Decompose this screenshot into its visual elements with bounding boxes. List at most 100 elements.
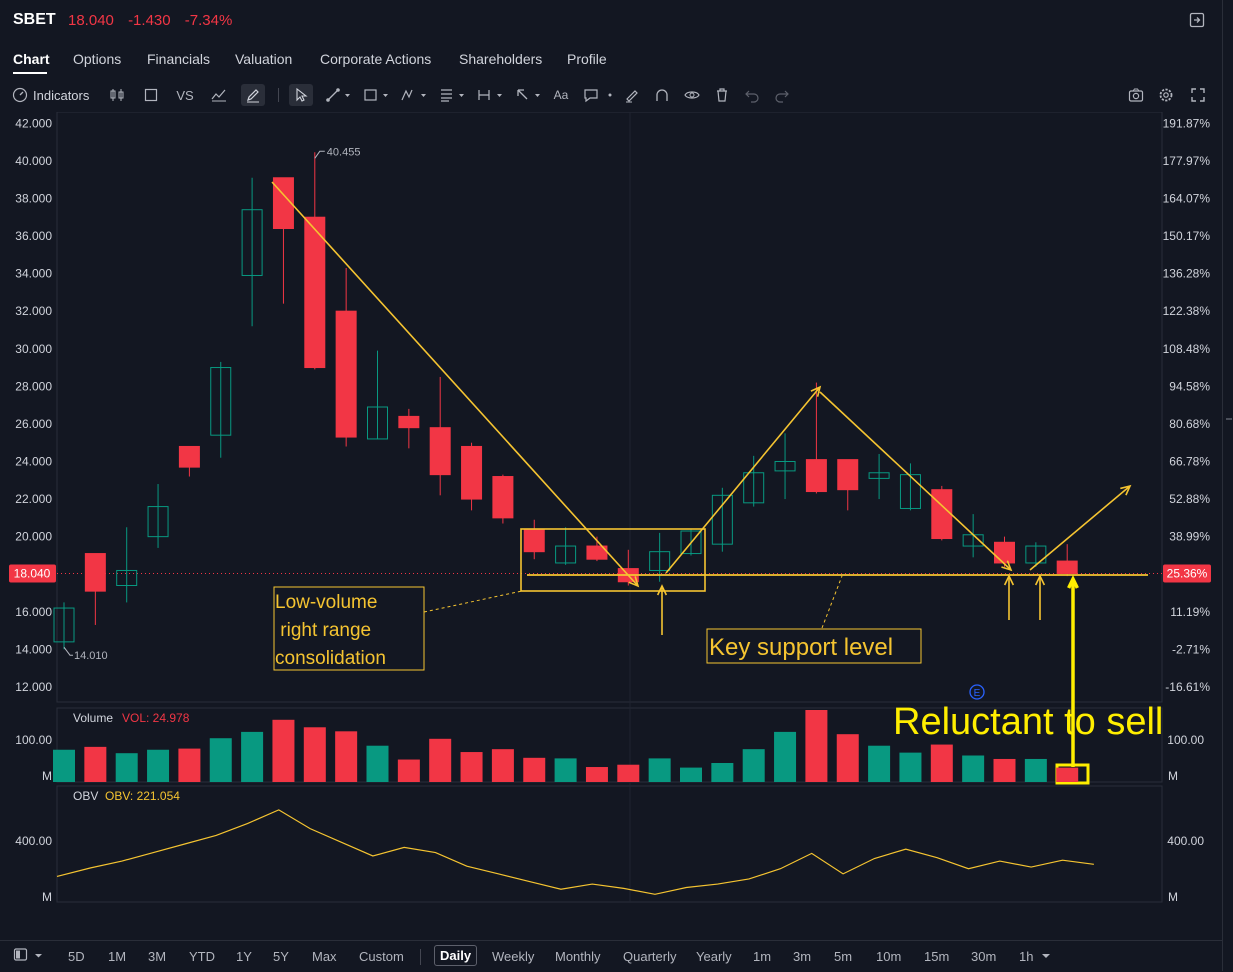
candle-up [367,406,388,440]
interval-daily[interactable]: Daily [434,945,478,966]
fib-icon[interactable] [438,84,466,106]
candle-up [899,474,921,509]
tab-profile[interactable]: Profile [567,51,607,67]
range-1m[interactable]: 1M [108,949,127,964]
text-tool-button[interactable]: Aa [553,88,569,102]
exit-fullscreen-icon[interactable] [1189,12,1205,28]
undo-icon[interactable] [742,84,762,106]
brush-icon[interactable] [622,84,642,106]
magnet-icon[interactable] [652,84,672,106]
volume-bar [930,744,953,782]
candle-type-icon[interactable] [108,84,126,106]
layout-toggle-icon[interactable] [13,947,43,966]
candle-up [116,569,138,587]
volume-bar [460,752,483,782]
support-test-arrow-2-head [1003,574,1015,586]
interval-15m[interactable]: 15m [924,949,950,964]
chart-area-icon[interactable] [208,84,230,106]
projection-arrow-head [1120,484,1132,496]
interval-1h[interactable]: 1h [1019,949,1034,964]
y-tick-right-11: 38.99% [1169,530,1210,544]
range-ytd[interactable]: YTD [189,949,215,964]
active-tab-indicator [13,72,47,74]
candle-up [555,545,577,564]
eye-icon[interactable] [682,84,702,106]
high-marker: 40.455 [327,146,361,158]
stock-chart[interactable]: 40.455 14.010 E Low-volume right range conso… [0,112,1220,908]
tab-options[interactable]: Options [73,51,122,67]
interval-30m[interactable]: 30m [971,949,997,964]
volume-bar [1056,767,1079,782]
compare-button[interactable]: VS [176,87,194,103]
volume-bar [774,731,797,782]
volume-bar [115,753,138,782]
scrollbar-thumb[interactable] [1226,418,1232,420]
vol-tick-left-100: 100.00 [15,733,52,747]
axis-labels: 42.000 40.000 38.000 36.000 34.000 32.000 30.0… [9,116,1211,904]
reluctant-sell-label: Reluctant to sell [893,701,1163,743]
y-tick-right-13: 11.19% [1170,605,1210,619]
indicators-button[interactable]: Indicators [12,84,92,106]
tab-corporate-actions[interactable]: Corporate Actions [320,51,432,67]
interval-yearly[interactable]: Yearly [696,949,732,964]
candle-down [461,445,483,500]
candle-down [931,489,953,540]
draw-pencil-icon[interactable] [241,84,265,106]
fullscreen-icon[interactable] [1188,84,1208,106]
range-5y[interactable]: 5Y [273,949,289,964]
speedometer-icon [12,87,28,103]
interval-dropdown-icon[interactable] [1041,948,1051,963]
trash-icon[interactable] [712,84,732,106]
rectangle-icon[interactable] [142,84,160,106]
trendline-icon[interactable] [324,84,352,106]
settings-gear-icon[interactable] [1156,84,1176,106]
arrow-tool-icon[interactable] [514,84,542,106]
interval-3m[interactable]: 3m [793,949,812,964]
measure-icon[interactable] [476,84,504,106]
volume-bar [836,734,859,782]
volume-bar [209,738,232,782]
page-scrollbar[interactable] [1222,0,1233,971]
candle-up [1025,545,1047,564]
dot-icon[interactable] [606,84,614,106]
volume-value: VOL: 24.978 [122,711,190,725]
volume-bar [303,727,326,782]
tab-shareholders[interactable]: Shareholders [459,51,543,67]
vol-tick-right-100: 100.00 [1167,733,1204,747]
redo-icon[interactable] [772,84,792,106]
volume-bar [742,749,765,782]
downtrend-arrow-head [628,576,640,588]
tab-financials[interactable]: Financials [147,51,211,67]
candle-up [774,460,796,472]
volume-bar [993,758,1016,782]
candle-up [711,494,733,545]
candles [53,152,1078,650]
interval-weekly[interactable]: Weekly [492,949,535,964]
comment-icon[interactable] [581,84,601,106]
volume-bar [680,767,702,782]
range-max[interactable]: Max [312,949,337,964]
candle-up [147,506,169,538]
range-5d[interactable]: 5D [68,949,85,964]
interval-quarterly[interactable]: Quarterly [623,949,677,964]
tab-valuation[interactable]: Valuation [235,51,293,67]
interval-10m[interactable]: 10m [876,949,902,964]
cursor-icon[interactable] [289,84,313,106]
range-divider [420,949,421,965]
interval-monthly[interactable]: Monthly [555,949,601,964]
candle-up [241,209,263,276]
obv-value: OBV: 221.054 [105,789,180,803]
range-custom[interactable]: Custom [359,949,404,964]
y-tick-right-7: 94.58% [1169,379,1210,393]
range-3m[interactable]: 3M [148,949,167,964]
range-1y[interactable]: 1Y [236,949,252,964]
shape-icon[interactable] [362,84,390,106]
volume-bar [617,764,640,782]
interval-1m[interactable]: 1m [753,949,772,964]
tab-chart[interactable]: Chart [13,51,50,67]
consolidation-label-line: consolidation [275,648,386,669]
camera-icon[interactable] [1126,84,1146,106]
volume-bar [53,749,75,782]
interval-5m[interactable]: 5m [834,949,853,964]
pattern-icon[interactable] [400,84,428,106]
